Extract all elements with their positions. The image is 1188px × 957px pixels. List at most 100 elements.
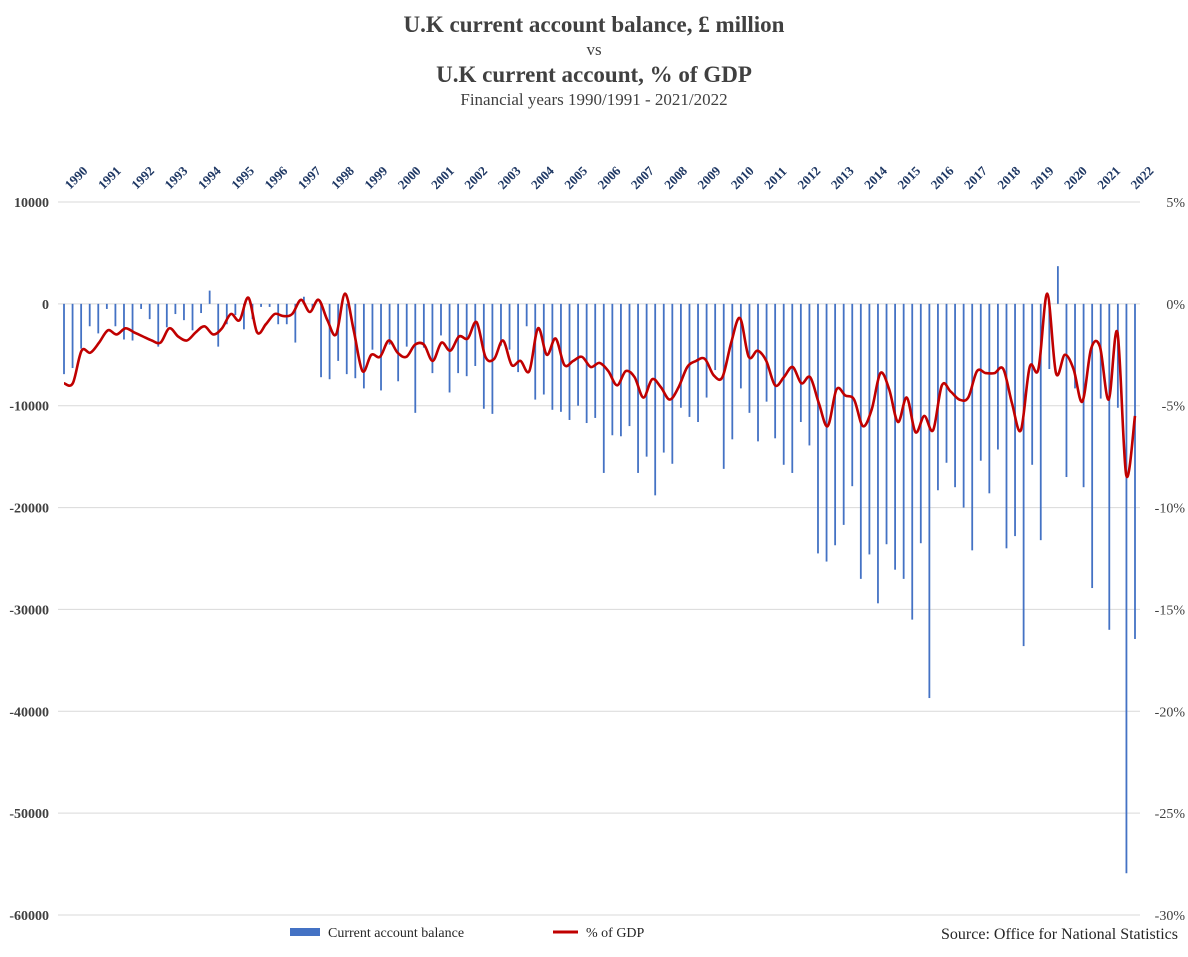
bar <box>380 303 382 391</box>
bar <box>97 303 100 334</box>
bar <box>834 303 837 546</box>
right-tick-label: -5% <box>1162 400 1186 415</box>
bar <box>294 303 297 343</box>
right-tick-label: -10% <box>1155 502 1186 517</box>
bar <box>602 303 605 473</box>
year-tick-label: 2020 <box>1061 163 1090 192</box>
bar <box>799 303 802 423</box>
bar <box>191 303 194 331</box>
bar <box>1108 303 1111 630</box>
bar <box>448 303 451 393</box>
bar <box>997 303 999 450</box>
bar <box>200 303 202 314</box>
bar <box>859 303 862 579</box>
legend-line-label: % of GDP <box>586 926 645 941</box>
bar <box>157 303 160 347</box>
bar <box>80 303 83 349</box>
bar <box>885 303 888 545</box>
bar <box>962 303 965 508</box>
line-series <box>63 292 1137 479</box>
year-tick-label: 1991 <box>95 163 124 192</box>
bar <box>140 303 143 309</box>
bar <box>611 303 614 436</box>
right-tick-label: 5% <box>1166 196 1185 211</box>
year-tick-label: 1992 <box>128 163 157 192</box>
bar <box>1039 303 1042 541</box>
year-tick-label: 2019 <box>1028 163 1057 192</box>
bar <box>517 303 520 373</box>
bar <box>1116 303 1119 408</box>
bar <box>645 303 648 457</box>
year-tick-label: 2012 <box>794 163 823 192</box>
bar-series <box>63 266 1136 874</box>
bar <box>243 303 245 330</box>
bar <box>500 303 502 346</box>
year-tick-label: 1994 <box>195 163 224 192</box>
bar <box>1048 303 1051 370</box>
bar <box>405 303 408 347</box>
bar <box>945 303 948 463</box>
left-tick-label: -20000 <box>9 502 49 517</box>
bar <box>911 303 914 620</box>
left-tick-label: 10000 <box>14 196 49 211</box>
bar <box>868 303 871 555</box>
legend-bar-swatch <box>290 928 320 936</box>
bar <box>440 303 442 336</box>
bar <box>577 303 579 406</box>
bar <box>174 303 177 315</box>
bar <box>594 303 597 418</box>
bar <box>902 303 905 579</box>
chart-title-vs: vs <box>586 40 602 59</box>
bar <box>851 303 854 487</box>
bar <box>988 303 991 494</box>
bar <box>697 303 699 423</box>
left-tick-label: 0 <box>42 298 49 313</box>
year-tick-label: 1999 <box>361 163 390 192</box>
right-tick-label: -25% <box>1155 807 1186 822</box>
bar <box>63 303 65 375</box>
right-tick-label: 0% <box>1166 298 1185 313</box>
bar <box>388 303 391 345</box>
legend: Current account balance % of GDP <box>290 926 645 941</box>
bar <box>628 303 631 427</box>
bar <box>1031 303 1034 465</box>
bar <box>782 303 785 465</box>
bar <box>825 303 828 562</box>
bar <box>71 303 74 369</box>
year-tick-label: 2010 <box>728 163 757 192</box>
bar <box>714 303 717 371</box>
year-tick-label: 2021 <box>1094 163 1123 192</box>
year-tick-label: 2017 <box>961 163 990 192</box>
year-tick-label: 2004 <box>528 163 557 192</box>
year-tick-label: 1997 <box>295 163 324 192</box>
bar <box>225 303 228 325</box>
year-tick-label: 1993 <box>161 163 190 192</box>
bar <box>877 303 879 604</box>
left-tick-label: -10000 <box>9 400 49 415</box>
year-tick-label: 2022 <box>1128 163 1157 192</box>
year-tick-label: 2008 <box>661 163 690 192</box>
year-tick-label: 2000 <box>395 163 424 192</box>
bar <box>765 303 768 402</box>
bar <box>328 303 331 380</box>
year-tick-label: 2006 <box>595 163 624 192</box>
bar <box>620 303 622 437</box>
bar <box>397 303 400 382</box>
bar <box>928 303 931 699</box>
bar <box>1022 303 1025 647</box>
year-tick-label: 2005 <box>561 163 590 192</box>
bar <box>731 303 734 440</box>
year-tick-label: 2016 <box>928 163 957 192</box>
bar <box>1065 303 1068 478</box>
bar <box>431 303 434 374</box>
bar <box>1134 303 1136 639</box>
bar <box>791 303 794 473</box>
bar <box>183 303 185 321</box>
bar <box>234 303 237 316</box>
left-axis: 10000 0 -10000 -20000 -30000 -40000 -50000 -600… <box>9 196 49 924</box>
chart-title: U.K current account balance, £ million <box>403 12 785 37</box>
bar <box>568 303 571 420</box>
bar <box>474 303 477 366</box>
legend-bar-label: Current account balance <box>328 926 464 941</box>
